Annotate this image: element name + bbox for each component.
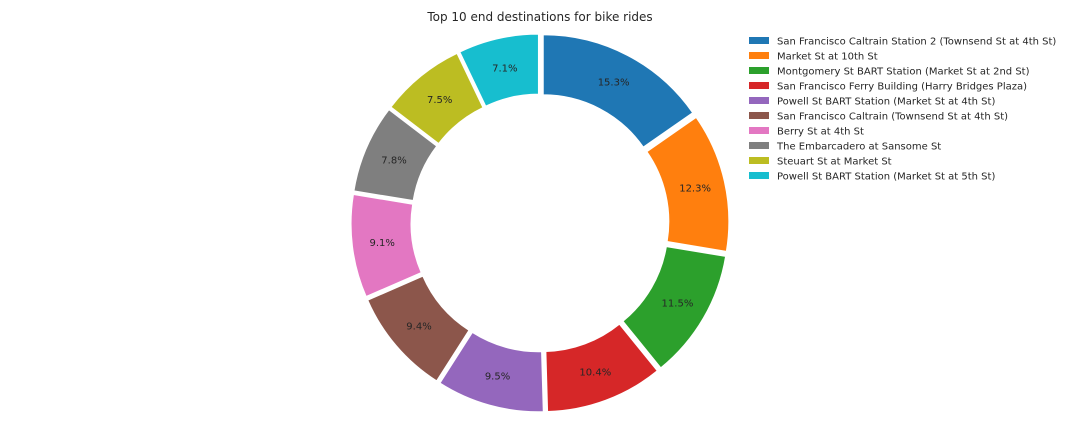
pie-slice: [439, 331, 544, 413]
pie-slice: [646, 116, 730, 252]
slice-percent-label: 9.1%: [370, 238, 395, 249]
pie-slice: [545, 323, 658, 413]
legend-entry-label: Market St at 10th St: [777, 52, 878, 63]
legend-entry-label: Steuart St at Market St: [777, 157, 892, 168]
legend-entry-label: Powell St BART Station (Market St at 5th…: [777, 172, 995, 183]
slice-percent-label: 7.8%: [381, 156, 406, 167]
legend-entry-label: San Francisco Caltrain (Townsend St at 4…: [777, 112, 1008, 123]
legend-swatch: [749, 172, 769, 179]
legend-swatch: [749, 112, 769, 119]
pie-slice: [459, 33, 539, 107]
legend-swatch: [749, 52, 769, 59]
legend-swatch: [749, 67, 769, 74]
slice-percent-label: 11.5%: [662, 298, 694, 309]
legend-swatch: [749, 37, 769, 44]
legend-swatch: [749, 142, 769, 149]
slice-percent-label: 7.1%: [492, 63, 517, 74]
legend-entry-label: Powell St BART Station (Market St at 4th…: [777, 97, 995, 108]
slice-percent-label: 9.5%: [485, 372, 510, 383]
legend-entry-label: San Francisco Caltrain Station 2 (Townse…: [777, 37, 1056, 48]
slice-percent-label: 7.5%: [427, 95, 452, 106]
pie-slice: [367, 275, 470, 382]
slice-percent-label: 12.3%: [679, 184, 711, 195]
legend-entry-label: The Embarcadero at Sansome St: [776, 142, 941, 153]
pie-slice: [542, 34, 694, 148]
legend-swatch: [749, 127, 769, 134]
chart-title: Top 10 end destinations for bike rides: [426, 10, 652, 24]
legend-swatch: [749, 97, 769, 104]
slice-percent-label: 9.4%: [406, 322, 431, 333]
pie-slice: [353, 109, 438, 202]
slice-percent-label: 10.4%: [579, 368, 611, 379]
pie-slice: [622, 245, 727, 369]
slices-group: [350, 33, 730, 413]
pie-slice: [350, 193, 422, 298]
pie-slice: [390, 52, 484, 145]
slice-labels-group: 15.3% 12.3% 11.5% 10.4% 9.5% 9.4% 9.1% 7.8% 7.5%…: [370, 63, 711, 382]
legend-swatch: [749, 157, 769, 164]
legend-entry-label: San Francisco Ferry Building (Harry Brid…: [777, 82, 1027, 93]
legend-entry-label: Montgomery St BART Station (Market St at…: [777, 67, 1030, 78]
legend-entry-label: Berry St at 4th St: [777, 127, 864, 138]
slice-percent-label: 15.3%: [598, 78, 630, 89]
legend: San Francisco Caltrain Station 2 (Townse…: [749, 37, 1056, 183]
legend-swatch: [749, 82, 769, 89]
